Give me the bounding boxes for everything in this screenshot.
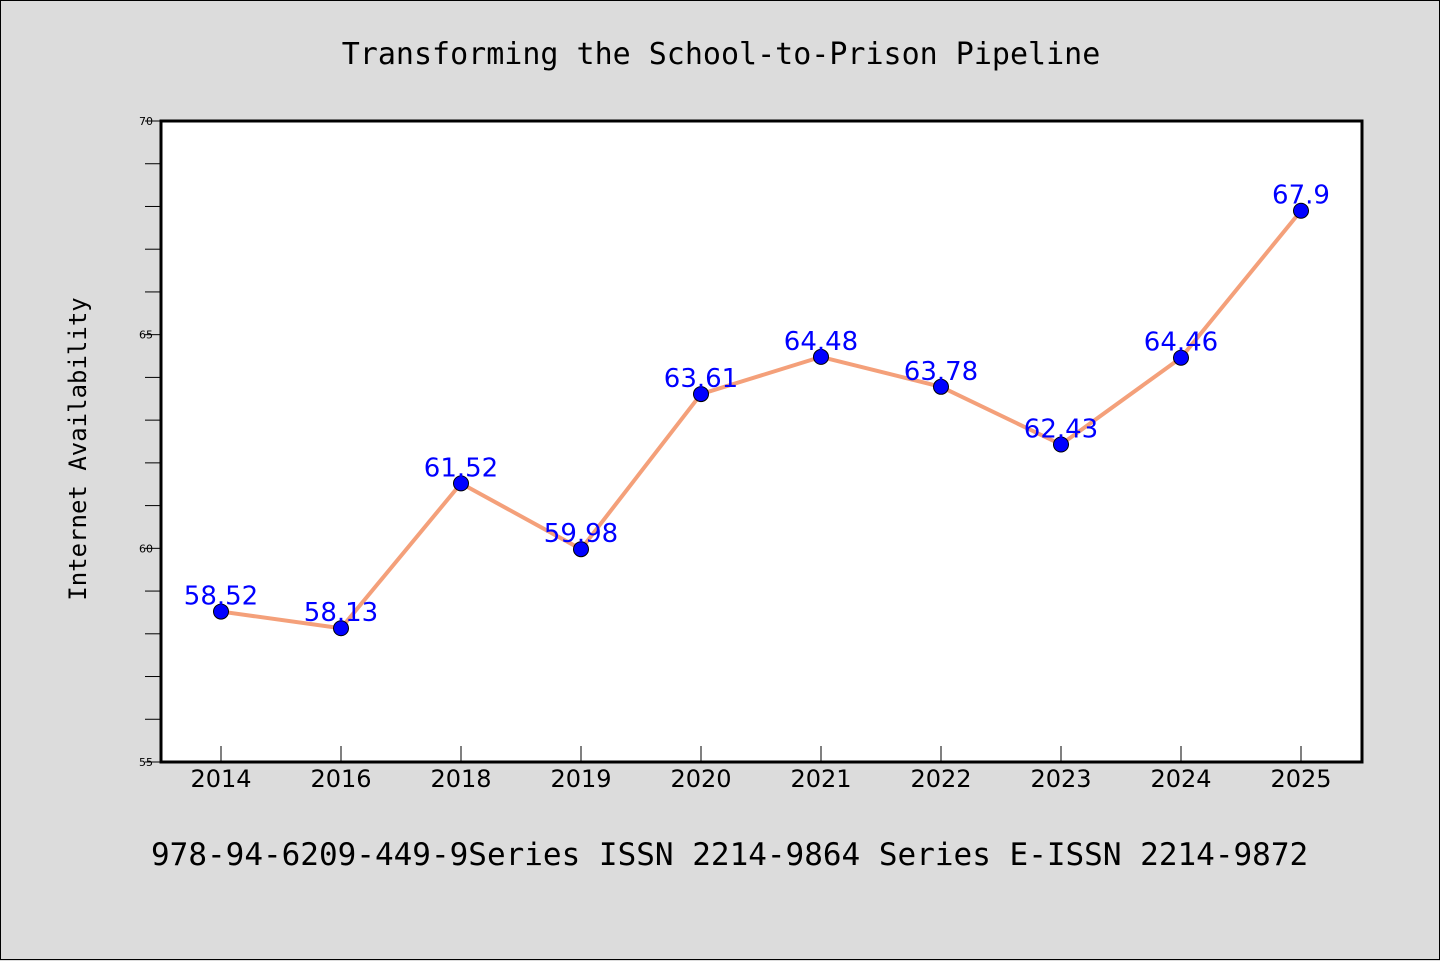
data-point [933,378,949,395]
data-label: 63.78 [904,357,978,387]
data-label: 58.13 [304,598,378,628]
x-tick-label: 2023 [1030,765,1091,793]
data-point [453,475,469,492]
data-labels: 58.52 58.13 61.52 59.98 63.61 64.48 63.78 62.43… [184,181,1330,629]
data-point [1293,202,1309,219]
y-tick-label: 60 [139,542,153,555]
data-label: 67.9 [1272,181,1330,211]
series-line [219,208,1303,631]
y-axis-label: Internet Availability [64,297,92,600]
x-tick-label: 2018 [430,765,491,793]
chart-title: Transforming the School-to-Prison Pipeli… [342,37,1101,72]
data-point [1053,436,1069,453]
y-tick-label: 55 [139,756,153,769]
y-axis: 55 60 65 70 [139,115,161,769]
data-points [213,202,1309,637]
data-label: 63.61 [664,364,738,394]
y-tick-label: 65 [139,329,153,342]
plot-area [161,121,1362,762]
data-label: 64.48 [784,327,858,357]
data-label: 58.52 [184,582,258,612]
data-point [573,541,589,558]
y-tick-label: 70 [139,115,153,128]
x-tick-label: 2024 [1150,765,1211,793]
data-point [813,348,829,365]
x-tick-label: 2020 [670,765,731,793]
x-tick-label: 2025 [1270,765,1331,793]
data-point [213,603,229,620]
x-tick-label: 2014 [190,765,251,793]
footer-isbn-issn: 978-94-6209-449-9Series ISSN 2214-9864 S… [151,837,1308,873]
data-label: 61.52 [424,453,498,483]
x-tick-label: 2021 [790,765,851,793]
plot-border [159,119,1364,764]
x-tick-label: 2019 [550,765,611,793]
x-axis: 2014 2016 2018 2019 2020 2021 2022 2023 2024 2025 [190,746,1332,793]
x-tick-label: 2016 [310,765,371,793]
data-label: 62.43 [1024,414,1098,444]
data-point [693,386,709,403]
data-point [1173,349,1189,366]
x-tick-label: 2022 [910,765,971,793]
data-point [333,620,349,637]
data-label: 64.46 [1144,328,1218,358]
data-label: 59.98 [544,519,618,549]
series-line-group [219,208,1303,631]
